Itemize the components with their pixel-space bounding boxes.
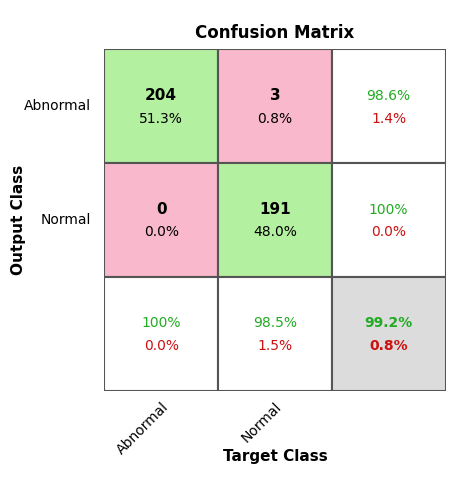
Text: 98.5%: 98.5% xyxy=(253,316,297,330)
Text: 100%: 100% xyxy=(369,203,409,217)
Text: Target Class: Target Class xyxy=(223,449,327,464)
Text: 0.8%: 0.8% xyxy=(369,339,408,353)
Bar xyxy=(332,277,446,391)
Text: 0.8%: 0.8% xyxy=(257,112,292,126)
Text: 3: 3 xyxy=(270,88,280,103)
Text: 51.3%: 51.3% xyxy=(139,112,183,126)
Text: 204: 204 xyxy=(145,88,177,103)
Text: 100%: 100% xyxy=(141,316,181,330)
Text: 0.0%: 0.0% xyxy=(371,226,406,239)
Text: Normal: Normal xyxy=(40,213,91,227)
Bar xyxy=(332,163,446,277)
Text: Abnormal: Abnormal xyxy=(114,400,171,457)
Text: 48.0%: 48.0% xyxy=(253,226,297,239)
Text: 191: 191 xyxy=(259,202,291,217)
Bar xyxy=(104,163,218,277)
Text: 1.5%: 1.5% xyxy=(257,339,292,353)
Text: 98.6%: 98.6% xyxy=(366,89,411,103)
Text: Abnormal: Abnormal xyxy=(24,99,91,113)
Bar xyxy=(104,277,218,391)
Bar xyxy=(332,49,446,163)
Text: 99.2%: 99.2% xyxy=(365,316,413,330)
Bar xyxy=(218,163,332,277)
Text: Confusion Matrix: Confusion Matrix xyxy=(195,24,355,42)
Bar xyxy=(218,49,332,163)
Text: Normal: Normal xyxy=(239,400,285,445)
Bar xyxy=(104,49,218,163)
Text: 0.0%: 0.0% xyxy=(144,339,179,353)
Bar xyxy=(218,277,332,391)
Text: 0.0%: 0.0% xyxy=(144,226,179,239)
Text: Output Class: Output Class xyxy=(11,165,27,275)
Text: 0: 0 xyxy=(156,202,166,217)
Text: 1.4%: 1.4% xyxy=(371,112,406,126)
